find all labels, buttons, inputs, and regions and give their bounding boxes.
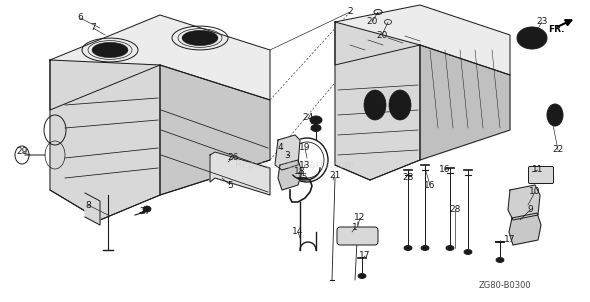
Text: 4: 4 bbox=[277, 143, 283, 153]
Text: 28: 28 bbox=[450, 205, 461, 214]
Text: 22: 22 bbox=[552, 146, 563, 155]
Text: 6: 6 bbox=[77, 14, 83, 23]
Text: 2: 2 bbox=[347, 8, 353, 17]
Text: 28: 28 bbox=[402, 174, 414, 182]
Ellipse shape bbox=[464, 249, 472, 255]
Text: 13: 13 bbox=[299, 160, 311, 169]
FancyBboxPatch shape bbox=[337, 227, 378, 245]
Ellipse shape bbox=[358, 274, 366, 278]
Text: ZG80-B0300: ZG80-B0300 bbox=[478, 281, 532, 290]
Ellipse shape bbox=[389, 90, 411, 120]
Ellipse shape bbox=[550, 108, 560, 123]
Text: 27: 27 bbox=[139, 207, 150, 217]
Text: 24: 24 bbox=[302, 114, 314, 123]
Text: 20: 20 bbox=[366, 18, 378, 27]
Text: 25: 25 bbox=[309, 124, 321, 133]
Polygon shape bbox=[275, 135, 300, 170]
Polygon shape bbox=[50, 60, 160, 220]
Text: 15: 15 bbox=[297, 174, 309, 182]
Polygon shape bbox=[335, 5, 510, 75]
Text: 1: 1 bbox=[352, 223, 358, 233]
Ellipse shape bbox=[182, 30, 218, 46]
Ellipse shape bbox=[311, 124, 321, 131]
FancyBboxPatch shape bbox=[529, 166, 553, 184]
Ellipse shape bbox=[446, 246, 454, 250]
Text: 21: 21 bbox=[329, 171, 340, 179]
Text: 7: 7 bbox=[90, 24, 96, 33]
Ellipse shape bbox=[496, 258, 504, 262]
Text: ReplacementParts.com: ReplacementParts.com bbox=[235, 160, 355, 170]
Ellipse shape bbox=[547, 104, 563, 126]
Text: 11: 11 bbox=[532, 165, 544, 175]
Text: 19: 19 bbox=[299, 143, 311, 153]
Text: 29: 29 bbox=[17, 147, 28, 156]
Text: 10: 10 bbox=[529, 188, 541, 197]
Polygon shape bbox=[278, 160, 302, 190]
Text: 23: 23 bbox=[536, 18, 548, 27]
Ellipse shape bbox=[421, 246, 429, 250]
Text: 26: 26 bbox=[227, 153, 239, 162]
Text: 3: 3 bbox=[284, 150, 290, 159]
Ellipse shape bbox=[404, 246, 412, 250]
Polygon shape bbox=[50, 15, 270, 110]
Polygon shape bbox=[509, 213, 541, 245]
Polygon shape bbox=[85, 193, 100, 225]
Text: 20: 20 bbox=[376, 31, 388, 40]
Text: FR.: FR. bbox=[548, 25, 565, 34]
Polygon shape bbox=[210, 152, 270, 195]
Text: 17: 17 bbox=[359, 252, 371, 261]
Polygon shape bbox=[508, 185, 540, 220]
Ellipse shape bbox=[517, 27, 547, 49]
Polygon shape bbox=[160, 65, 270, 195]
Text: 12: 12 bbox=[355, 214, 366, 223]
Ellipse shape bbox=[92, 42, 128, 58]
Ellipse shape bbox=[522, 31, 542, 45]
Text: 14: 14 bbox=[292, 227, 304, 236]
Text: 5: 5 bbox=[227, 181, 233, 189]
Text: 8: 8 bbox=[85, 201, 91, 210]
Ellipse shape bbox=[364, 90, 386, 120]
Ellipse shape bbox=[143, 206, 151, 212]
Text: 9: 9 bbox=[527, 205, 533, 214]
Text: 16: 16 bbox=[424, 181, 436, 189]
Text: 18: 18 bbox=[294, 168, 306, 176]
Ellipse shape bbox=[310, 116, 322, 124]
Polygon shape bbox=[420, 45, 510, 160]
Polygon shape bbox=[335, 22, 420, 180]
Text: 17: 17 bbox=[504, 236, 516, 245]
Text: 16: 16 bbox=[439, 165, 451, 175]
